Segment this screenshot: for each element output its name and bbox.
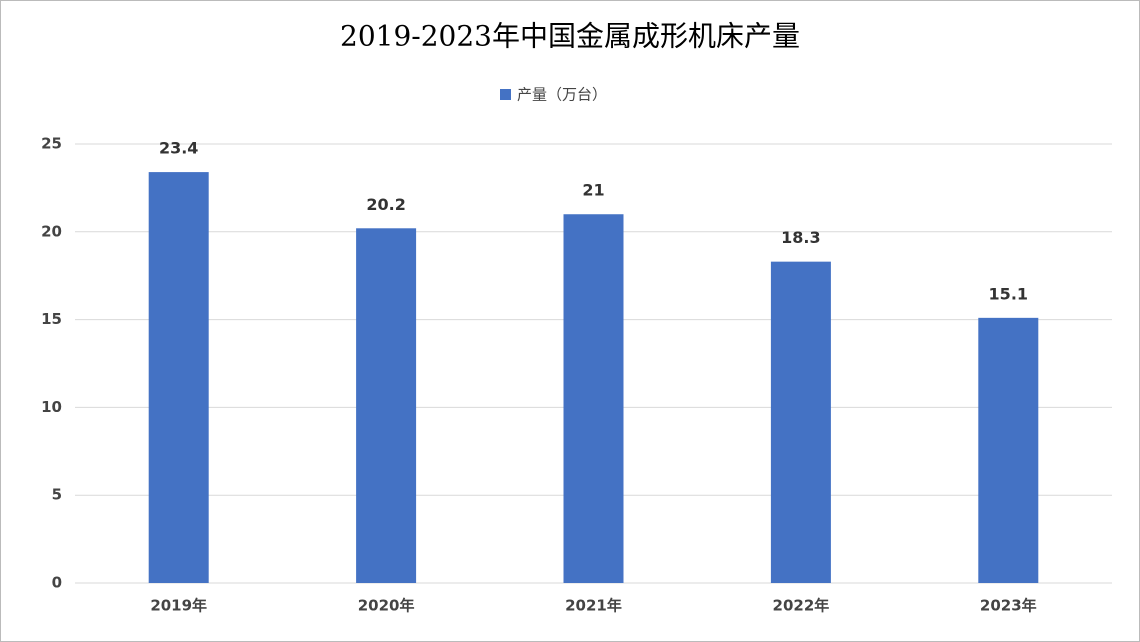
value-label: 20.2 xyxy=(366,195,405,214)
y-tick-label: 25 xyxy=(41,135,62,153)
legend-swatch xyxy=(500,89,511,100)
value-label: 18.3 xyxy=(781,228,820,247)
x-tick-label: 2020年 xyxy=(358,597,415,615)
bar xyxy=(978,317,1039,583)
value-label: 21 xyxy=(582,181,604,200)
legend-label: 产量（万台） xyxy=(517,86,607,104)
chart-title: 2019-2023年中国金属成形机床产量 xyxy=(340,20,800,53)
y-tick-label: 0 xyxy=(52,574,62,592)
value-label: 15.1 xyxy=(989,284,1028,303)
bar xyxy=(563,214,624,584)
x-tick-label: 2021年 xyxy=(565,597,622,615)
value-label: 23.4 xyxy=(159,139,198,158)
y-tick-label: 5 xyxy=(52,486,62,504)
x-tick-label: 2023年 xyxy=(980,597,1037,615)
bar xyxy=(148,172,209,583)
bar xyxy=(356,228,417,583)
y-tick-label: 15 xyxy=(41,310,62,328)
x-tick-label: 2022年 xyxy=(773,597,830,615)
bar xyxy=(770,261,831,583)
y-tick-label: 10 xyxy=(41,398,62,416)
x-tick-label: 2019年 xyxy=(150,597,207,615)
y-tick-label: 20 xyxy=(41,222,62,240)
